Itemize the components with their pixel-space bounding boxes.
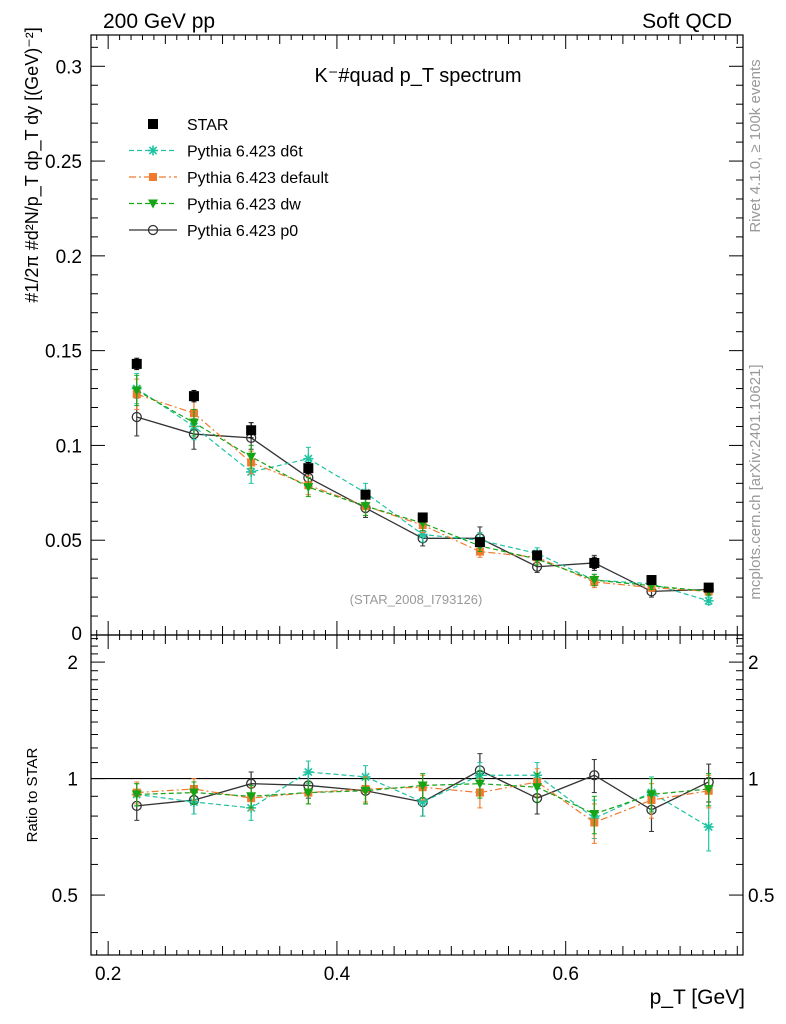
- legend-item-default: Pythia 6.423 default: [129, 170, 329, 187]
- series-line-d6t: [136, 771, 709, 828]
- legend-item-p0: Pythia 6.423 p0: [129, 223, 298, 240]
- series-dw: [131, 769, 714, 835]
- point-dw: [589, 576, 600, 586]
- legend-label-star: STAR: [187, 117, 228, 134]
- point-dw: [360, 502, 371, 512]
- point-star: [246, 425, 257, 436]
- legend-label-default: Pythia 6.423 default: [187, 170, 329, 187]
- series-line-dw: [136, 783, 709, 815]
- legend: STAR Pythia 6.423 d6t Pythia 6.423 default…: [129, 117, 329, 240]
- series-star: [131, 357, 714, 593]
- legend-marker-star: [148, 119, 158, 129]
- point-star: [474, 537, 485, 548]
- ratio-marks: [131, 753, 714, 852]
- series-line-dw: [136, 389, 709, 592]
- point-star: [131, 358, 142, 369]
- point-star: [188, 391, 199, 402]
- point-dw: [303, 788, 314, 798]
- legend-item-d6t: Pythia 6.423 d6t: [129, 144, 303, 161]
- legend-item-star: STAR: [148, 117, 228, 134]
- ratio-y-tick-label-right: 1: [748, 770, 759, 791]
- ratio-y-tick-label-left: 1: [67, 770, 78, 791]
- point-dw: [417, 781, 428, 791]
- point-d6t: [703, 821, 714, 832]
- point-star: [646, 575, 657, 586]
- y-tick-label: 0.15: [45, 342, 82, 363]
- point-p0: [589, 770, 600, 781]
- point-star: [303, 463, 314, 474]
- point-dw: [246, 792, 257, 802]
- point-d6t: [417, 529, 428, 540]
- series-line-default: [136, 393, 709, 592]
- point-d6t: [303, 766, 314, 777]
- point-d6t: [417, 796, 428, 807]
- point-dw: [188, 418, 199, 428]
- legend-marker-dw: [148, 199, 158, 209]
- y-tick-label: 0.1: [56, 436, 82, 457]
- point-dw: [532, 783, 543, 793]
- main-title: K⁻#quad p_T spectrum: [315, 65, 522, 87]
- y-tick-label-zero: 0: [71, 624, 82, 645]
- point-dw: [646, 790, 657, 800]
- x-tick-label: 0.2: [95, 964, 121, 985]
- ratio-frame: [90, 634, 744, 956]
- point-star: [360, 489, 371, 500]
- series-line-p0: [136, 416, 709, 593]
- rivet-label: Rivet 4.1.0, ≥ 100k events: [747, 59, 764, 232]
- x-tick-label: 0.6: [552, 964, 578, 985]
- point-star: [703, 582, 714, 593]
- series-p0: [131, 397, 714, 598]
- legend-label-d6t: Pythia 6.423 d6t: [187, 144, 303, 161]
- ratio-axes: 0.2 0.4 0.6 0.5 0.5 1 1 2 2: [52, 635, 774, 985]
- ratio-y-tick-label-left: 2: [67, 653, 78, 674]
- main-axes: 0.05 0.1 0.15 0.2 0.25 0.3 0: [45, 35, 743, 645]
- series-d6t: [131, 372, 714, 606]
- legend-label-p0: Pythia 6.423 p0: [187, 223, 298, 240]
- ratio-ylabel: Ratio to STAR: [24, 747, 41, 842]
- legend-item-dw: Pythia 6.423 dw: [129, 197, 301, 214]
- header-left: 200 GeV pp: [103, 10, 215, 33]
- y-tick-label: 0.3: [56, 57, 82, 78]
- point-dw: [188, 788, 199, 798]
- mcplots-label: mcplots.cern.ch [arXiv:2401.10621]: [747, 364, 764, 599]
- point-dw: [589, 809, 600, 819]
- ratio-xlabel: p_T [GeV]: [650, 986, 745, 1009]
- point-dw: [131, 386, 142, 396]
- series-line-d6t: [136, 388, 709, 602]
- legend-marker-d6t: [148, 145, 158, 156]
- point-dw: [360, 786, 371, 796]
- point-star: [417, 512, 428, 523]
- point-dw: [303, 483, 314, 493]
- point-star: [589, 557, 600, 568]
- analysis-id: (STAR_2008_I793126): [350, 592, 483, 607]
- point-p0: [131, 411, 142, 423]
- main-ylabel: #1/2π #d²N/p_T dp_T dy [(GeV)⁻²]: [22, 27, 43, 302]
- point-d6t: [303, 453, 314, 464]
- ratio-y-tick-label-right: 0.5: [748, 886, 774, 907]
- point-dw: [246, 452, 257, 462]
- point-dw: [703, 784, 714, 794]
- main-marks: [131, 357, 714, 606]
- legend-marker-default: [149, 173, 157, 181]
- series-default: [132, 378, 713, 596]
- y-tick-label: 0.05: [45, 531, 82, 552]
- legend-marker-p0: [147, 224, 159, 236]
- ratio-panel: 0.2 0.4 0.6 0.5 0.5 1 1 2 2 Ratio to STAR p_T [G…: [24, 634, 774, 1009]
- series-dw: [131, 374, 714, 597]
- point-star: [532, 550, 543, 561]
- legend-label-dw: Pythia 6.423 dw: [187, 197, 301, 214]
- point-d6t: [703, 595, 714, 606]
- point-dw: [131, 790, 142, 800]
- point-dw: [474, 779, 485, 789]
- main-panel: 0.05 0.1 0.15 0.2 0.25 0.3 0 K⁻#quad p_T spect…: [22, 27, 744, 645]
- y-tick-label: 0.2: [56, 247, 82, 268]
- ratio-y-tick-label-right: 2: [748, 653, 759, 674]
- header-right: Soft QCD: [642, 10, 732, 33]
- y-tick-label: 0.25: [45, 152, 82, 173]
- ratio-y-tick-label-left: 0.5: [52, 886, 78, 907]
- x-tick-label: 0.4: [324, 964, 351, 985]
